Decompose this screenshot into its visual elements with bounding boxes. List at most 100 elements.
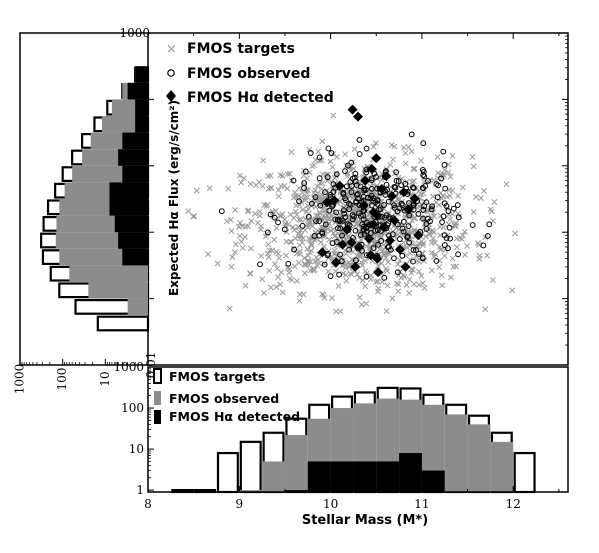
target-point [420,190,427,197]
observed-point [383,181,390,188]
target-point [436,264,443,270]
observed-point [333,171,340,178]
target-point [402,160,409,167]
target-point [392,233,399,240]
target-point [358,301,365,308]
detected-point [373,267,384,278]
target-point [441,252,448,259]
target-point [377,243,384,250]
target-point [441,167,448,173]
detected-point [353,111,363,122]
observed-point [429,203,435,210]
observed-point [405,223,412,230]
target-point [398,274,405,281]
target-point [403,281,410,288]
observed-point [328,150,335,156]
target-point [296,297,303,304]
detected-point [346,237,357,248]
observed-point [218,208,225,215]
target-point [410,165,417,172]
target-point [295,259,302,266]
target-point [378,248,385,255]
target-point [458,235,465,242]
observed-point [419,255,426,261]
target-point [415,268,422,275]
target-point [478,195,485,202]
observed-point [296,198,302,205]
observed-point [301,180,308,187]
target-point [362,268,369,275]
target-point [315,212,322,219]
target-point [384,282,391,289]
observed-point [381,202,387,208]
observed-point [381,274,388,281]
flux-histogram-panel: 1000 100 10 [13,32,150,394]
target-point [407,256,414,263]
target-point [433,199,440,206]
mass-hist-bar [284,435,308,492]
target-point [450,263,457,270]
target-point [393,225,400,231]
flux-hist-bar [135,66,148,83]
target-point [238,179,245,186]
target-point [440,224,447,231]
scatter-y-axis-title: Expected Hα Flux (erg/s/cm²) [167,100,181,296]
observed-point [447,235,454,242]
target-point [459,184,466,191]
target-point [265,173,272,179]
target-point [315,148,322,155]
target-point [297,235,304,242]
target-point [413,253,420,260]
target-point [279,289,286,296]
target-point [226,305,233,312]
target-point [236,223,242,230]
observed-point [332,216,339,223]
target-point [266,247,273,254]
observed-point [333,239,340,245]
observed-point [360,193,367,200]
mass-hist-bar [421,470,445,492]
observed-point [352,170,359,177]
target-point [352,206,359,213]
observed-point [395,178,402,184]
target-point [363,213,370,220]
target-point [319,216,326,223]
mass-y-tick-label: 1 [136,483,144,497]
target-point [370,143,377,150]
target-point [288,177,295,184]
observed-point [455,251,462,258]
target-point [185,208,192,215]
mass-hist-bar [467,424,491,492]
target-point [310,265,317,272]
target-point [362,283,369,290]
target-point [297,217,304,224]
observed-point [370,245,377,252]
observed-point [425,177,431,184]
observed-point [393,177,400,184]
observed-point [368,202,375,209]
observed-point [439,219,445,226]
target-point [386,250,393,257]
observed-point [312,194,319,201]
observed-point [455,214,462,221]
target-point [206,185,213,192]
target-point [307,258,314,265]
observed-point [356,151,363,157]
observed-point [349,212,356,218]
flux-hist-bar [69,265,148,282]
observed-point [410,185,417,192]
observed-point [438,175,445,182]
target-point [461,228,468,235]
observed-point [319,230,326,237]
target-point [411,178,417,185]
mass-y-tick-label: 10 [129,442,144,456]
detected-point [334,180,345,191]
mass-hist-bar [444,414,468,492]
target-point [445,169,452,176]
observed-point [394,208,401,215]
target-point [373,238,380,245]
target-point [296,248,303,255]
target-point [385,250,392,256]
observed-point [321,261,328,268]
target-point [389,295,396,302]
